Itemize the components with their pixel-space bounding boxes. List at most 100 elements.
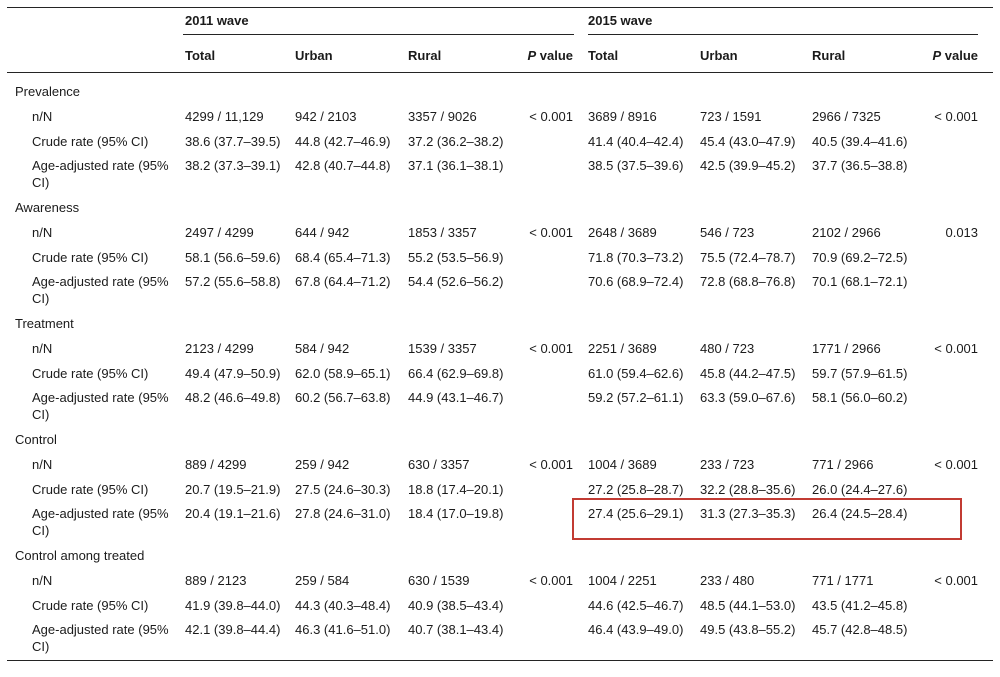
p-value-cell [518,504,578,545]
value-cell: 70.1 (68.1–72.1) [812,273,908,289]
table-row: Age-adjusted rate (95% CI) 42.1 (39.8–44… [7,620,993,661]
value-cell: 723 / 1591 [700,108,762,124]
row-label: n/N [32,340,53,356]
value-cell: 49.4 (47.9–50.9) [185,365,281,381]
section-row: Prevalence [7,73,993,106]
p-value-cell [922,595,993,620]
section-row: Awareness [7,197,993,222]
section-title-prevalence: Prevalence [15,84,81,99]
col-header-rural-2015: Rural [808,34,922,73]
row-label: Crude rate (95% CI) [32,133,149,149]
wave-2015-cell: 2015 wave [578,8,993,35]
value-cell-highlighted: 31.3 (27.3–35.3) [700,505,796,521]
table-row-highlighted: Age-adjusted rate (95% CI) 20.4 (19.1–21… [7,504,993,545]
p-value-cell: < 0.001 [934,108,979,124]
value-cell: 63.3 (59.0–67.6) [700,389,796,405]
p-value-cell: < 0.001 [529,456,573,472]
value-cell: 72.8 (68.8–76.8) [700,273,796,289]
table-row: Age-adjusted rate (95% CI) 57.2 (55.6–58… [7,272,993,313]
value-cell: 67.8 (64.4–71.2) [295,273,391,289]
value-cell: 20.7 (19.5–21.9) [185,481,281,497]
row-label: Crude rate (95% CI) [32,597,149,613]
value-cell: 26.0 (24.4–27.6) [812,481,908,497]
row-label: n/N [32,108,53,124]
value-cell: 44.9 (43.1–46.7) [408,389,504,405]
p-value-cell: 0.013 [945,224,979,240]
table-container: 2011 wave 2015 wave Total Urban Rural P … [7,7,994,661]
table-row: Crude rate (95% CI) 49.4 (47.9–50.9) 62.… [7,363,993,388]
value-cell: 20.4 (19.1–21.6) [185,505,281,521]
value-cell: 2648 / 3689 [588,224,657,240]
value-cell: 62.0 (58.9–65.1) [295,365,391,381]
value-cell: 40.5 (39.4–41.6) [812,133,908,149]
value-cell: 58.1 (56.6–59.6) [185,249,281,265]
value-cell: 18.8 (17.4–20.1) [408,481,504,497]
value-cell: 37.1 (36.1–38.1) [408,157,504,173]
table-row: n/N 2123 / 4299 584 / 942 1539 / 3357 < … [7,338,993,363]
wave-2015-header: 2015 wave [588,13,979,35]
value-cell: 644 / 942 [295,224,350,240]
row-label: Crude rate (95% CI) [32,249,149,265]
section-row: Control among treated [7,545,993,570]
value-cell: 38.5 (37.5–39.6) [588,157,684,173]
wave-header-row: 2011 wave 2015 wave [7,8,993,35]
value-cell: 259 / 584 [295,572,350,588]
value-cell: 38.6 (37.7–39.5) [185,133,281,149]
p-value-cell [922,504,993,545]
value-cell: 233 / 480 [700,572,755,588]
value-cell: 41.4 (40.4–42.4) [588,133,684,149]
p-value-cell [922,363,993,388]
value-cell: 42.1 (39.8–44.4) [185,621,281,637]
value-cell: 37.7 (36.5–38.8) [812,157,908,173]
row-label: n/N [32,572,53,588]
p-value-cell [922,131,993,156]
value-cell: 32.2 (28.8–35.6) [700,481,796,497]
p-value-cell [518,272,578,313]
value-cell: 38.2 (37.3–39.1) [185,157,281,173]
table-row: Crude rate (95% CI) 41.9 (39.8–44.0) 44.… [7,595,993,620]
col-header-total-2015: Total [578,34,696,73]
table-row: Age-adjusted rate (95% CI) 48.2 (46.6–49… [7,388,993,429]
table-row: n/N 2497 / 4299 644 / 942 1853 / 3357 < … [7,222,993,247]
value-cell: 630 / 1539 [408,572,470,588]
value-cell: 43.5 (41.2–45.8) [812,597,908,613]
value-cell: 54.4 (52.6–56.2) [408,273,504,289]
p-value-cell [518,363,578,388]
table-row: Age-adjusted rate (95% CI) 38.2 (37.3–39… [7,156,993,197]
value-cell: 27.8 (24.6–31.0) [295,505,391,521]
value-cell: 37.2 (36.2–38.2) [408,133,504,149]
value-cell: 49.5 (43.8–55.2) [700,621,796,637]
row-label: Age-adjusted rate (95% CI) [32,621,169,654]
p-value-cell: < 0.001 [934,340,979,356]
value-cell: 2123 / 4299 [185,340,254,356]
value-cell: 58.1 (56.0–60.2) [812,389,908,405]
value-cell: 61.0 (59.4–62.6) [588,365,684,381]
wave-2011-header: 2011 wave [183,13,574,35]
value-cell: 60.2 (56.7–63.8) [295,389,391,405]
value-cell: 46.4 (43.9–49.0) [588,621,684,637]
table-row: n/N 889 / 2123 259 / 584 630 / 1539 < 0.… [7,570,993,595]
value-cell: 45.8 (44.2–47.5) [700,365,796,381]
value-cell: 1539 / 3357 [408,340,477,356]
p-value-cell [922,620,993,661]
corner-cell [7,34,178,73]
section-title-awareness: Awareness [15,199,80,215]
value-cell: 630 / 3357 [408,456,470,472]
value-cell: 584 / 942 [295,340,350,356]
value-cell: 55.2 (53.5–56.9) [408,249,504,265]
value-cell-highlighted: 26.4 (24.5–28.4) [812,505,908,521]
value-cell: 44.3 (40.3–48.4) [295,597,391,613]
value-cell: 27.5 (24.6–30.3) [295,481,391,497]
row-label: n/N [32,456,53,472]
col-header-pvalue-2015: P value [922,34,994,73]
value-cell: 42.8 (40.7–44.8) [295,157,391,173]
row-label: Age-adjusted rate (95% CI) [32,505,169,538]
p-rest: value [941,48,979,63]
section-row: Treatment [7,313,993,338]
value-cell: 18.4 (17.0–19.8) [408,505,504,521]
p-value-cell: < 0.001 [529,108,573,124]
p-value-cell: < 0.001 [934,572,979,588]
value-cell: 1771 / 2966 [812,340,881,356]
section-row: Control [7,429,993,454]
p-italic: P [932,48,942,63]
